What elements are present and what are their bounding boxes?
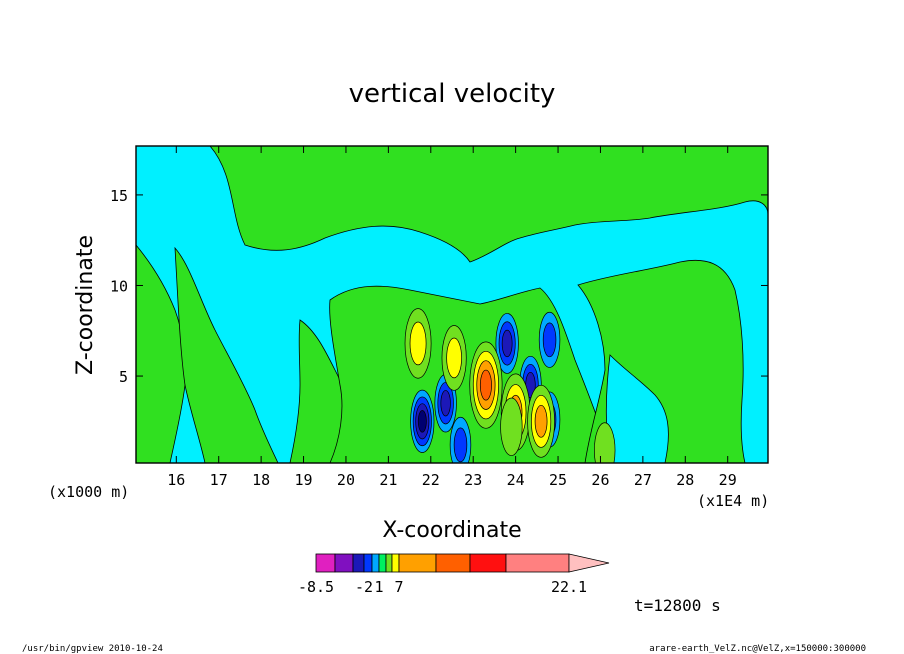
colorbar-label: 1 [374,578,383,596]
colorbar-segment [505,553,570,573]
updraft-cell [534,404,548,438]
x-axis-ticks: 16 17 18 19 20 21 22 23 24 25 26 27 28 29 [167,146,737,489]
x-tick-label: 17 [210,471,228,489]
colorbar-segment [435,553,471,573]
plot-frame [135,145,769,464]
updraft-cell [446,337,462,379]
y-tick-label: 5 [119,368,128,386]
x-tick-label: 20 [337,471,355,489]
cyan-pocket-right [605,354,669,463]
colorbar-segment [469,553,507,573]
green-region-column [174,246,279,463]
y-tick-label: 15 [110,187,128,205]
y-axis-label: Z-coordinate [73,235,98,375]
colorbar-label: 7 [394,578,403,596]
downdraft-cell [440,390,451,417]
colorbar: -8.5 -2 1 7 22.1 [298,553,610,596]
updraft-cell [479,369,492,401]
x-tick-label: 28 [676,471,694,489]
x-tick-label: 23 [464,471,482,489]
x-axis-label: X-coordinate [382,518,521,543]
x-tick-label: 25 [549,471,567,489]
chart-title: vertical velocity [349,79,556,109]
x-tick-label: 27 [634,471,652,489]
downdraft-cell [417,410,427,433]
colorbar-segment [371,553,380,573]
downdraft-cell [453,427,468,463]
x-tick-label: 19 [295,471,313,489]
x-tick-label: 21 [379,471,397,489]
updraft-cell [500,397,523,456]
colorbar-segment [385,553,393,573]
updraft-cell [594,422,616,463]
y-tick-label: 10 [110,277,128,295]
footer-right: arare-earth_VelZ.nc@VelZ,x=150000:300000 [649,644,866,654]
green-region-upper [209,146,768,263]
x-unit-left: (x1000 m) [48,483,129,501]
x-unit-right: (x1E4 m) [697,492,769,510]
updraft-cell [409,321,427,366]
colorbar-label: 22.1 [551,578,587,596]
y-axis-ticks: 5 10 15 [110,187,768,386]
colorbar-segment [315,553,336,573]
colorbar-segment [391,553,400,573]
colorbar-segment [334,553,354,573]
colorbar-segment [398,553,437,573]
x-tick-label: 24 [507,471,525,489]
downdraft-cell [501,329,513,358]
colorbar-extension [568,553,610,573]
footer-left: /usr/bin/gpview 2010-10-24 [22,644,163,654]
x-tick-label: 26 [591,471,609,489]
colorbar-label: -8.5 [298,578,334,596]
x-tick-label: 29 [719,471,737,489]
x-tick-label: 18 [252,471,270,489]
time-label: t=12800 s [634,596,721,615]
colorbar-segment [363,553,373,573]
velocity-cells [404,308,616,463]
x-tick-label: 16 [167,471,185,489]
contour-field [136,146,768,463]
colorbar-segment [352,553,365,573]
colorbar-label: -2 [355,578,373,596]
downdraft-cell [542,322,557,358]
colorbar-segment [378,553,387,573]
x-tick-label: 22 [422,471,440,489]
